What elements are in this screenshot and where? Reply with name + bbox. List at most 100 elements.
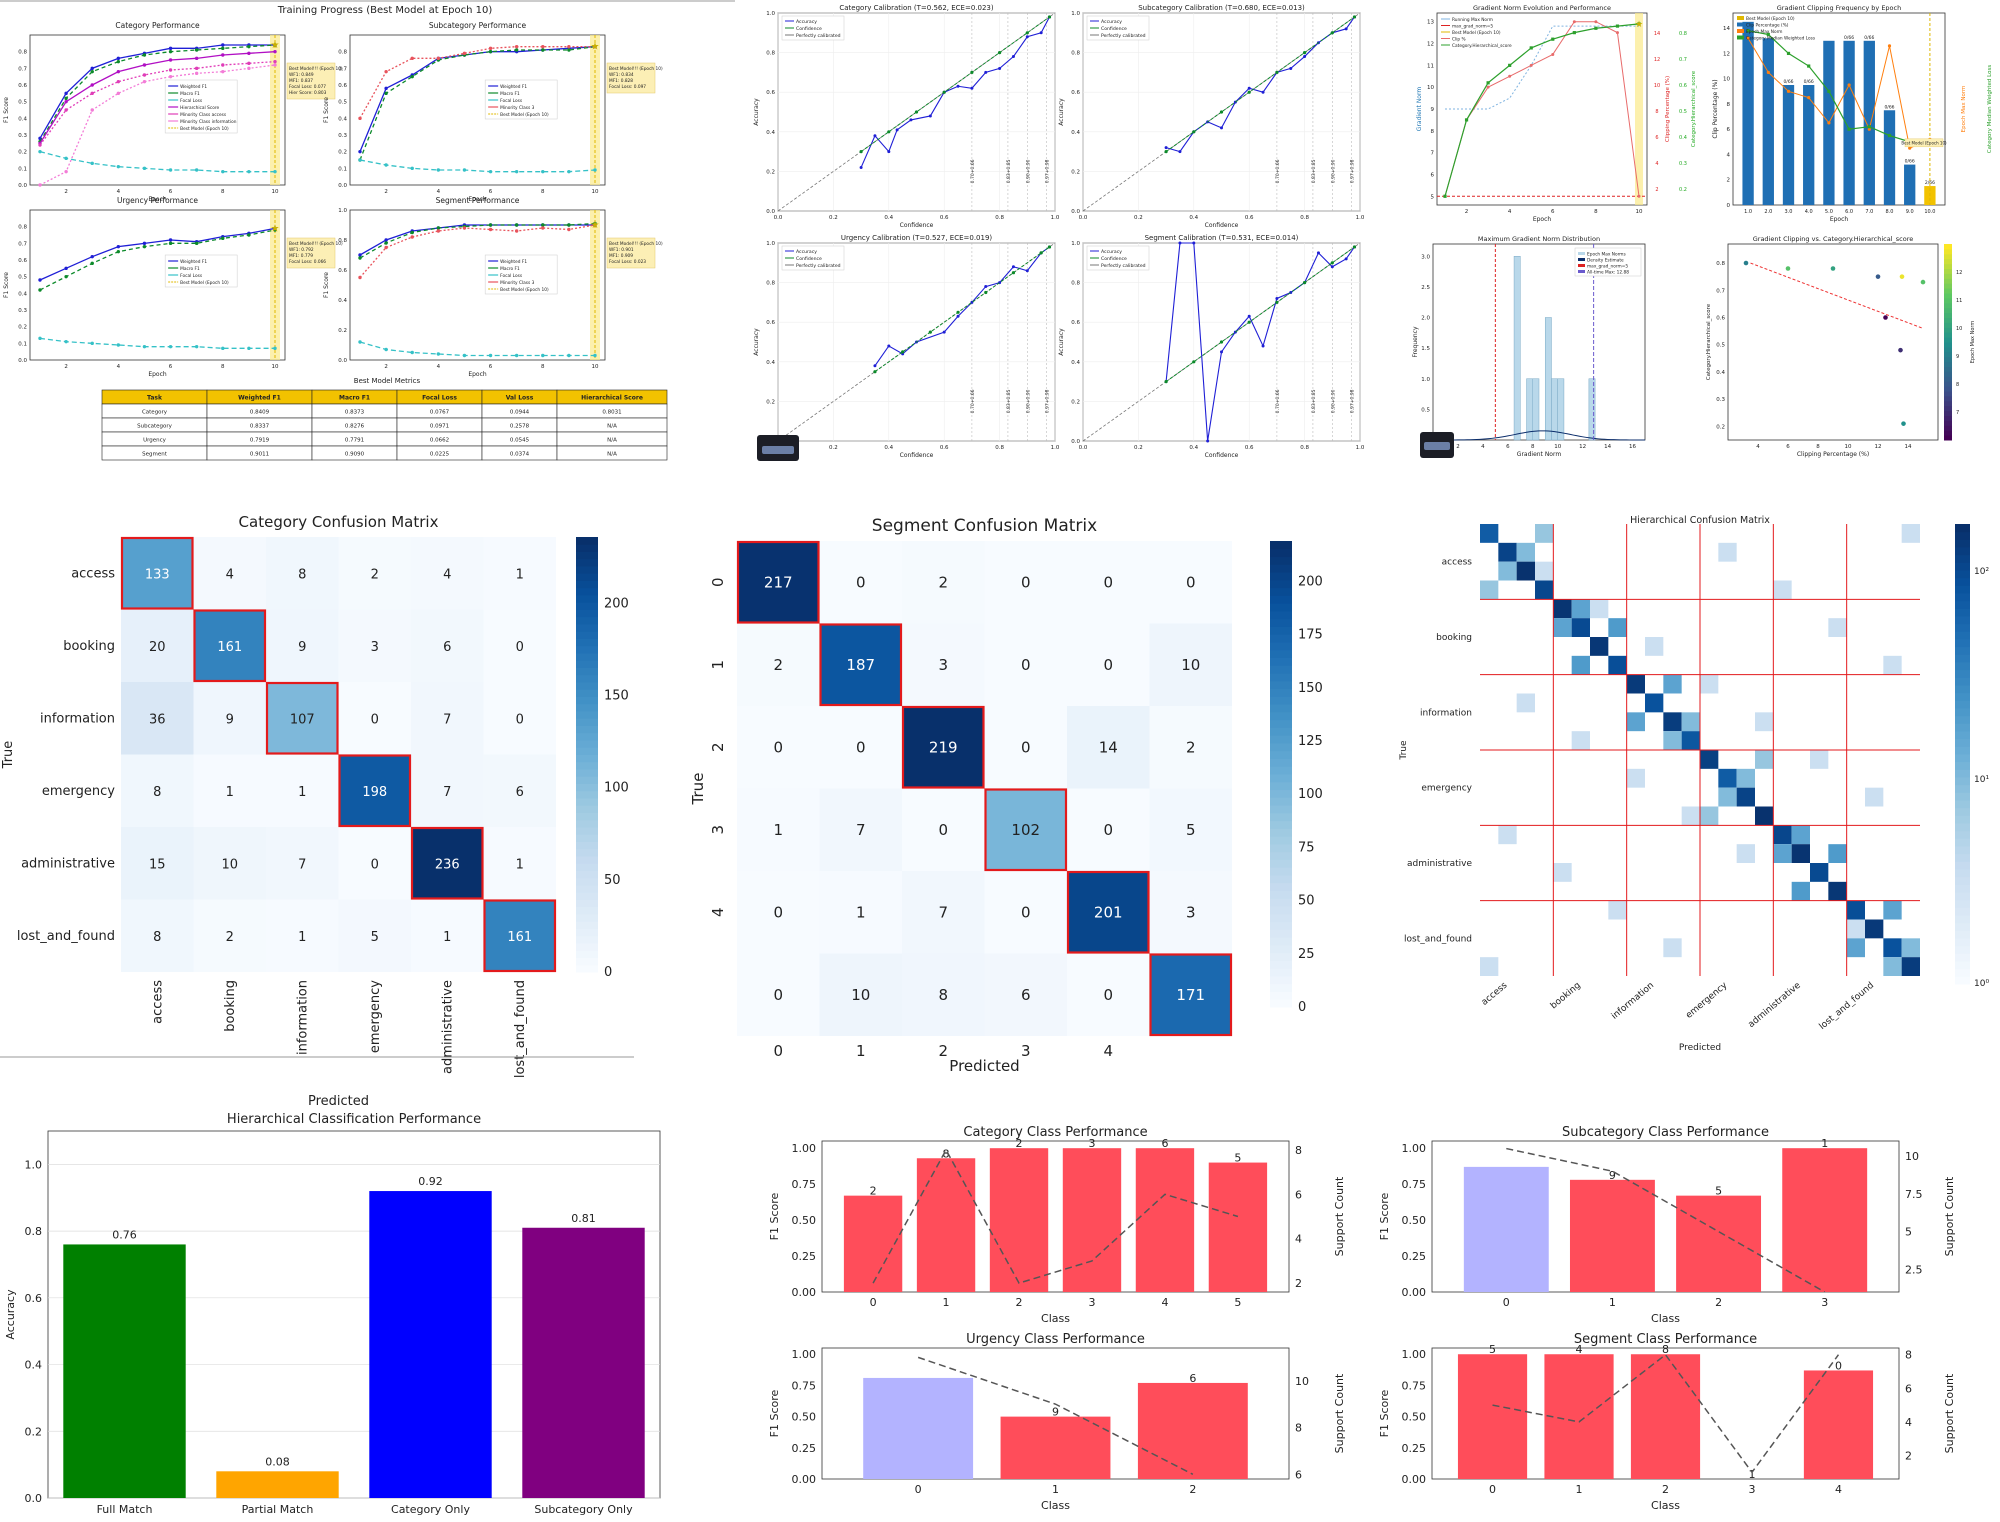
colorbar-segment bbox=[576, 551, 598, 560]
matrix-cell bbox=[266, 537, 339, 610]
matrix-cell-value: 0 bbox=[856, 738, 866, 756]
table-cell-text: Segment bbox=[142, 452, 168, 458]
matrix-cell-value: 8 bbox=[153, 930, 161, 945]
matrix-cell bbox=[902, 706, 985, 789]
colorbar-segment bbox=[1944, 386, 1952, 392]
axes-frame bbox=[349, 34, 606, 186]
best-star-icon: ★ bbox=[1635, 20, 1643, 30]
y-tick-label: 1.0 bbox=[766, 11, 775, 17]
accuracy-point bbox=[1275, 296, 1279, 300]
accuracy-point bbox=[895, 128, 899, 132]
colorbar-segment bbox=[1944, 346, 1952, 353]
colorbar-segment bbox=[1270, 641, 1292, 651]
matrix-cell-value: 0 bbox=[516, 712, 524, 727]
colorbar-segment bbox=[1270, 921, 1292, 930]
matrix-cell-value: 10 bbox=[221, 857, 238, 872]
y-class-label: administrative bbox=[21, 856, 115, 871]
calibration-panel: Subcategory Calibration (T=0.680, ECE=0.… bbox=[1058, 4, 1365, 229]
table-cell-text: Subcategory bbox=[137, 424, 173, 430]
matrix-cell-value: 6 bbox=[1021, 986, 1031, 1004]
y-tick-label: 0.8 bbox=[766, 281, 775, 287]
colorbar-segment bbox=[576, 877, 598, 886]
class-performance-panel: Subcategory Class Performance 0.00 0.25 0.5… bbox=[1378, 1125, 1956, 1325]
panel-title: Urgency Class Performance bbox=[966, 1332, 1145, 1347]
gradient-figure: Gradient Norm Evolution and Performance 5… bbox=[1412, 4, 1993, 458]
matrix-title: Category Confusion Matrix bbox=[239, 513, 439, 531]
series-point bbox=[64, 169, 68, 174]
y-tick-label: 0.2 bbox=[1071, 399, 1080, 405]
clip-bar bbox=[1762, 38, 1774, 206]
matrix-cell bbox=[1480, 524, 1499, 543]
series-line bbox=[39, 51, 276, 144]
annotation-line: Best Model!!! (Epoch 10) bbox=[609, 66, 663, 72]
series-point bbox=[142, 73, 147, 77]
matrix-cell bbox=[1883, 655, 1902, 675]
x-tick-label: 1 bbox=[1576, 1483, 1583, 1496]
y-tick-label: 0.8 bbox=[18, 225, 27, 231]
colorbar-segment bbox=[576, 580, 598, 589]
y-tick-label: 0.0 bbox=[766, 209, 775, 215]
legend-label: Best Model (Epoch 10) bbox=[1746, 16, 1795, 22]
matrix-cell bbox=[1067, 706, 1150, 789]
series-point bbox=[273, 346, 277, 351]
matrix-cell bbox=[121, 827, 194, 900]
x-axis-label: Epoch bbox=[148, 196, 167, 203]
table-title: Best Model Metrics bbox=[354, 377, 421, 385]
series-point bbox=[116, 343, 121, 347]
scatter-point bbox=[1920, 279, 1926, 285]
y2-tick-label: 8 bbox=[1905, 1349, 1912, 1362]
diagonal-highlight bbox=[193, 609, 267, 683]
colorbar-segment bbox=[576, 595, 598, 603]
best-star-icon: ★ bbox=[591, 42, 600, 53]
y-tick-label: 1.0 bbox=[25, 1158, 43, 1171]
series-point bbox=[593, 223, 597, 227]
y-tick-label: 0.6 bbox=[338, 83, 347, 89]
accuracy-point bbox=[1011, 265, 1015, 269]
colorbar-segment bbox=[1270, 696, 1292, 705]
y2-tick-label: 5 bbox=[1905, 1226, 1912, 1239]
f1-bar bbox=[1676, 1195, 1762, 1292]
matrix-cell bbox=[1498, 542, 1517, 562]
colorbar-segment bbox=[1944, 415, 1952, 421]
series-point bbox=[168, 238, 173, 242]
series-point bbox=[462, 226, 467, 230]
colorbar-segment bbox=[1944, 263, 1952, 269]
series-line bbox=[39, 44, 275, 139]
y-axis-label: Category.Hierarchical_score bbox=[1706, 303, 1712, 380]
series-point bbox=[593, 353, 597, 358]
y-class-label: 0 bbox=[709, 577, 727, 587]
clip-bar bbox=[1803, 85, 1815, 205]
colorbar-segment bbox=[576, 645, 598, 654]
series-point bbox=[194, 71, 199, 76]
matrix-cell-value: 8 bbox=[298, 567, 306, 582]
support-label: 2 bbox=[870, 1185, 877, 1198]
legend-label: Confidence bbox=[1101, 26, 1127, 32]
panel-title: Segment Performance bbox=[436, 196, 520, 205]
y-tick-label: 0.4 bbox=[18, 291, 27, 297]
colorbar-segment bbox=[1955, 731, 1970, 740]
x-tick-label: 3 bbox=[1748, 1483, 1755, 1496]
y-tick-label: 0.00 bbox=[792, 1286, 817, 1299]
matrix-cell-value: 1 bbox=[298, 785, 306, 800]
x-tick-label: 6 bbox=[169, 189, 173, 195]
series-point bbox=[168, 168, 173, 172]
x-tick-label: 2 bbox=[1456, 444, 1460, 450]
matrix-cell bbox=[1736, 768, 1755, 788]
table-cell-text: 0.2578 bbox=[510, 424, 530, 430]
legend-label: Weighted F1 bbox=[500, 84, 527, 90]
y2-tick-label: 8 bbox=[1295, 1422, 1302, 1435]
colorbar-segment bbox=[1270, 991, 1292, 1000]
legend-swatch bbox=[1578, 258, 1585, 261]
table-header-text: Task bbox=[147, 395, 163, 402]
colorbar-segment bbox=[576, 711, 598, 719]
series-point bbox=[514, 229, 519, 233]
annotation-line: WF1: 0.901 bbox=[609, 247, 634, 253]
colorbar-tick: 150 bbox=[604, 689, 629, 704]
f1-bar bbox=[1569, 1179, 1655, 1292]
accuracy-point bbox=[956, 84, 960, 88]
colorbar-segment bbox=[1955, 968, 1970, 977]
series-point bbox=[410, 350, 414, 355]
series-point bbox=[38, 288, 42, 292]
colorbar-segment bbox=[1955, 623, 1970, 632]
confidence-line bbox=[874, 246, 1050, 373]
